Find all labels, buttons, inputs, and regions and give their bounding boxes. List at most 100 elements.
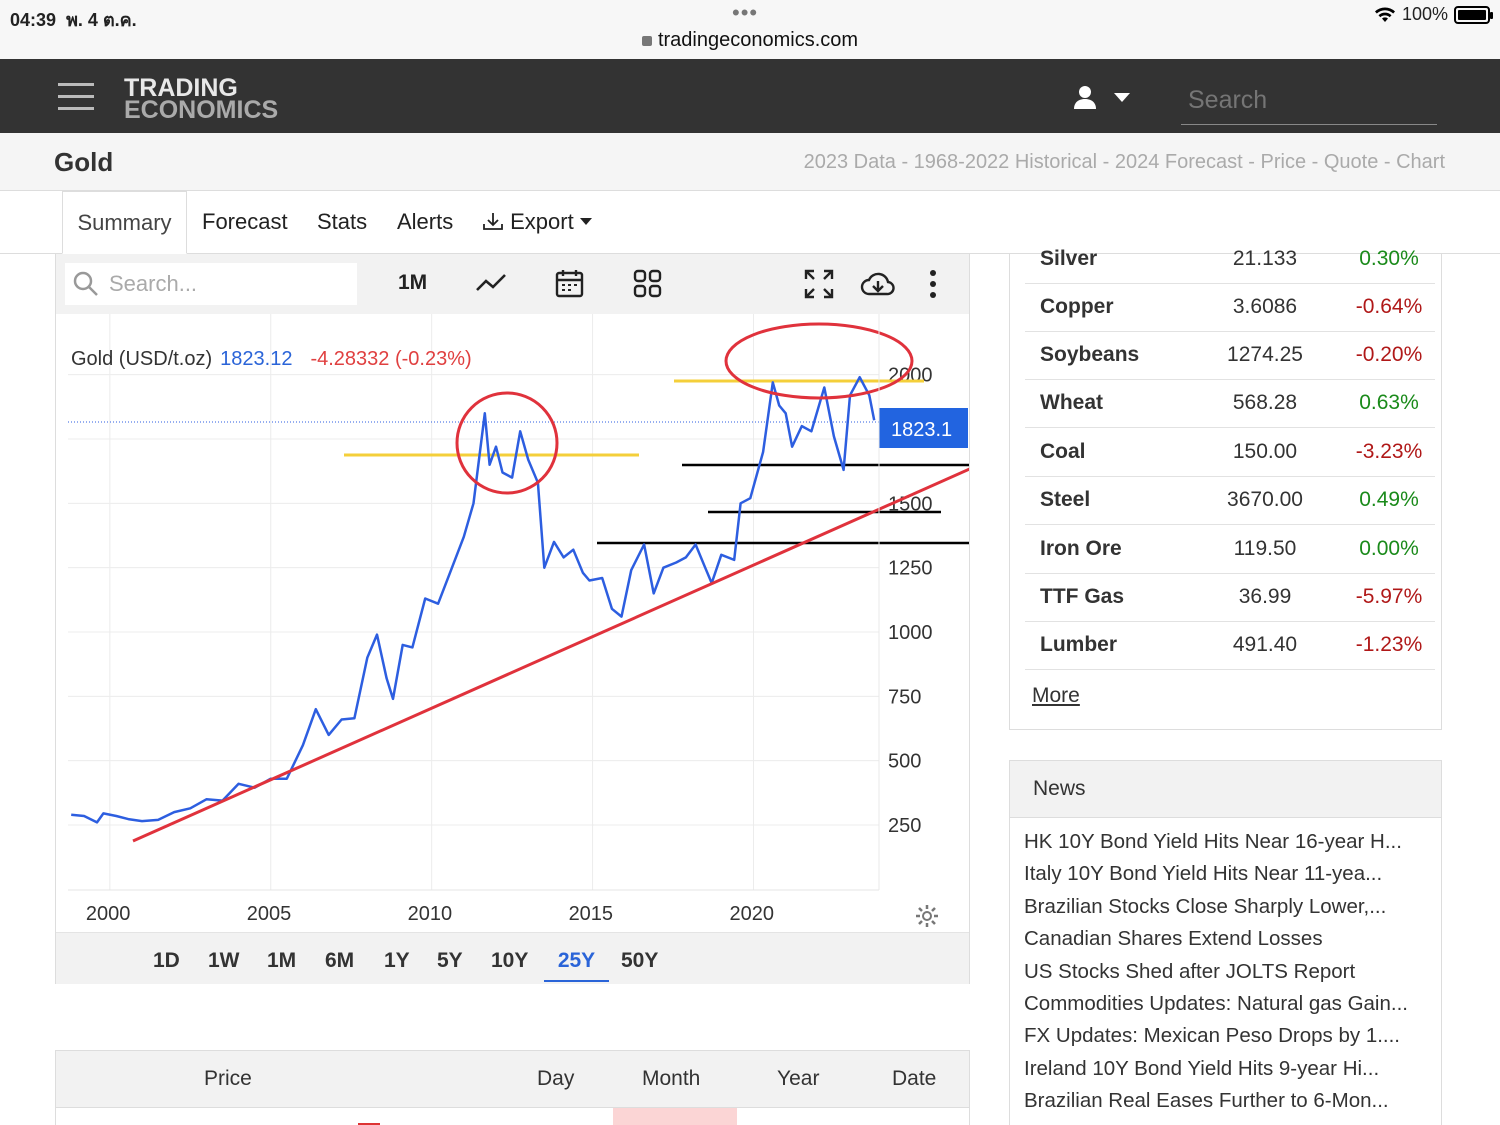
col-date: Date <box>892 1067 937 1090</box>
page-subtitle: 2023 Data - 1968-2022 Historical - 2024 … <box>803 151 1445 173</box>
price-tag-label: 1823.1 <box>891 419 952 441</box>
x-tick-label: 2015 <box>569 903 614 925</box>
fullscreen-icon[interactable] <box>803 268 835 300</box>
commodity-row[interactable]: Soybeans 1274.25 -0.20% <box>1025 332 1435 380</box>
y-tick-label: 250 <box>888 815 921 837</box>
y-tick-label: 750 <box>888 686 921 708</box>
range-50y[interactable]: 50Y <box>621 949 659 972</box>
tab-stats[interactable]: Stats <box>317 209 368 234</box>
status-right: 100% <box>1374 4 1493 25</box>
download-icon <box>483 213 503 230</box>
commodity-row[interactable]: Coal 150.00 -3.23% <box>1025 429 1435 477</box>
calendar-icon[interactable] <box>554 268 586 300</box>
x-tick-label: 2010 <box>408 903 453 925</box>
settings-gear-icon[interactable] <box>916 905 938 927</box>
month-cell-highlight <box>613 1108 737 1125</box>
commodity-name[interactable]: Steel <box>1040 488 1091 511</box>
commodity-price: 21.133 <box>1232 247 1298 270</box>
chevron-down-icon[interactable] <box>1114 93 1130 102</box>
commodity-row[interactable]: Iron Ore 119.50 0.00% <box>1025 526 1435 574</box>
tab-alerts[interactable]: Alerts <box>397 209 454 234</box>
commodity-row[interactable]: Copper 3.6086 -0.64% <box>1025 284 1435 332</box>
commodity-name[interactable]: Lumber <box>1040 633 1118 656</box>
col-year: Year <box>777 1067 820 1090</box>
cloud-download-icon[interactable] <box>860 268 896 300</box>
commodity-row[interactable]: Silver 21.133 0.30% <box>1025 236 1435 284</box>
news-item[interactable]: HK 10Y Bond Yield Hits Near 16-year H... <box>1024 830 1402 853</box>
chart-search-input[interactable]: Search... <box>65 263 357 305</box>
highlight-circle-2011 <box>455 391 559 495</box>
commodity-name[interactable]: Iron Ore <box>1040 537 1122 560</box>
news-item[interactable]: Italy 10Y Bond Yield Hits Near 11-yea... <box>1024 862 1383 886</box>
commodity-change: 0.30% <box>1359 247 1419 270</box>
commodity-name[interactable]: Coal <box>1040 440 1086 463</box>
grid-icon[interactable] <box>632 268 664 300</box>
search-input[interactable] <box>1181 77 1437 125</box>
range-1w[interactable]: 1W <box>208 949 240 972</box>
range-6m[interactable]: 6M <box>325 949 355 972</box>
y-tick-label: 1250 <box>888 558 933 580</box>
wifi-icon <box>1374 7 1395 22</box>
tab-forecast[interactable]: Forecast <box>202 209 288 234</box>
battery-percent: 100% <box>1401 4 1448 24</box>
commodity-price: 150.00 <box>1232 440 1298 463</box>
news-item[interactable]: Brazilian Stocks Close Sharply Lower,... <box>1024 894 1387 918</box>
gold-price-chart[interactable]: 2000 2005 2010 2015 2020 2505007501000125015… <box>56 314 969 932</box>
search-icon <box>73 271 98 296</box>
commodity-change: -3.23% <box>1355 440 1423 463</box>
range-1y[interactable]: 1Y <box>384 949 410 972</box>
commodity-price: 568.28 <box>1232 391 1298 414</box>
news-item[interactable]: Canadian Shares Extend Losses <box>1024 927 1323 951</box>
commodity-name[interactable]: Copper <box>1040 295 1114 318</box>
range-1d[interactable]: 1D <box>153 949 180 972</box>
gold-price-line <box>71 375 876 824</box>
price-tag <box>879 408 968 448</box>
range-25y[interactable]: 25Y <box>544 949 609 982</box>
commodity-change: 0.63% <box>1359 391 1419 414</box>
price-table-header: Price Day Month Year Date <box>56 1051 969 1108</box>
commodity-name[interactable]: Wheat <box>1040 391 1103 414</box>
interval-button[interactable]: 1M <box>398 271 428 294</box>
tab-export[interactable]: Export <box>482 209 592 235</box>
x-tick-label: 2020 <box>729 903 774 925</box>
range-5y[interactable]: 5Y <box>437 949 463 972</box>
chart-toolbar: Search... 1M <box>56 254 969 314</box>
url-bar[interactable]: tradingeconomics.com <box>0 29 1500 52</box>
news-title: News <box>1010 761 1441 818</box>
commodity-price: 3670.00 <box>1227 488 1303 511</box>
top-navbar: TRADING ECONOMICS <box>0 59 1500 133</box>
news-item[interactable]: Ireland 10Y Bond Yield Hits 9-year Hi... <box>1024 1056 1380 1080</box>
commodity-name[interactable]: TTF Gas <box>1040 585 1125 608</box>
news-item[interactable]: FX Updates: Mexican Peso Drops by 1.... <box>1024 1024 1400 1048</box>
x-tick-label: 2000 <box>86 903 131 925</box>
line-chart-icon[interactable] <box>474 268 508 298</box>
commodity-price: 119.50 <box>1233 537 1297 560</box>
news-item[interactable]: US Stocks Shed after JOLTS Report <box>1024 959 1356 983</box>
trendline <box>132 467 969 843</box>
chart-panel: Search... 1M 2000 2005 2010 2015 2020 250 500… <box>55 254 970 984</box>
news-panel: News HK 10Y Bond Yield Hits Near 16-year… <box>1009 760 1442 1125</box>
news-item[interactable]: Brazilian Real Eases Further to 6-Mon... <box>1024 1089 1389 1113</box>
commodity-name[interactable]: Silver <box>1040 247 1098 270</box>
news-item[interactable]: Commodities Updates: Natural gas Gain... <box>1024 992 1408 1015</box>
commodity-name[interactable]: Soybeans <box>1040 343 1140 366</box>
hamburger-menu-icon[interactable] <box>58 83 94 111</box>
title-bar: Gold 2023 Data - 1968-2022 Historical - … <box>0 133 1500 191</box>
x-tick-label: 2005 <box>247 903 292 925</box>
user-icon[interactable] <box>1072 84 1098 110</box>
commodity-row[interactable]: Wheat 568.28 0.63% <box>1025 380 1435 428</box>
range-1m[interactable]: 1M <box>267 949 297 972</box>
tab-summary[interactable]: Summary <box>62 191 187 254</box>
price-table: Price Day Month Year Date <box>55 1050 970 1125</box>
commodity-change: 0.49% <box>1359 488 1419 511</box>
tab-bar: Summary Forecast Stats Alerts Export <box>0 191 1500 254</box>
more-vertical-icon[interactable] <box>926 268 940 300</box>
commodity-row[interactable]: Lumber 491.40 -1.23% <box>1025 622 1435 670</box>
range-10y[interactable]: 10Y <box>491 949 529 972</box>
commodity-change: -1.23% <box>1355 633 1423 656</box>
commodity-row[interactable]: Steel 3670.00 0.49% <box>1025 477 1435 525</box>
commodities-more-link[interactable]: More <box>1032 684 1080 707</box>
commodity-row[interactable]: TTF Gas 36.99 -5.97% <box>1025 574 1435 622</box>
multitask-dots[interactable]: ••• <box>732 0 759 25</box>
site-logo[interactable]: TRADING ECONOMICS <box>124 74 279 124</box>
